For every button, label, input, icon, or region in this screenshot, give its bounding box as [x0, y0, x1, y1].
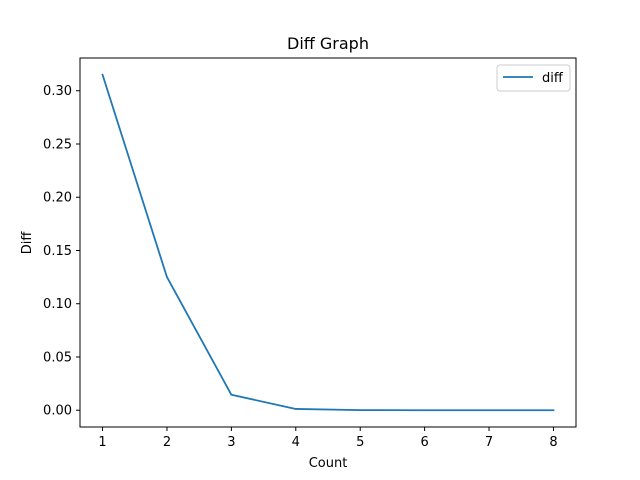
x-axis-label: Count [309, 456, 348, 471]
y-axis-ticks: 0.00 0.05 0.10 0.15 0.20 0.25 0.30 [43, 84, 80, 419]
x-tick-label: 1 [98, 435, 106, 450]
y-axis-label: Diff [20, 231, 35, 255]
x-tick-label: 7 [485, 435, 493, 450]
legend-box [496, 64, 571, 92]
legend-label-diff: diff [542, 71, 564, 86]
x-axis-ticks: 1 2 3 4 5 6 7 8 [98, 427, 558, 450]
x-tick-label: 4 [292, 435, 300, 450]
y-tick-label: 0.25 [43, 137, 72, 152]
y-tick-label: 0.30 [43, 84, 72, 99]
x-tick-label: 5 [356, 435, 364, 450]
y-tick-label: 0.20 [43, 191, 72, 206]
x-tick-label: 6 [420, 435, 428, 450]
y-tick-label: 0.05 [43, 350, 72, 365]
chart-title: Diff Graph [287, 34, 369, 53]
y-tick-label: 0.15 [43, 244, 72, 259]
plot-area-frame [79, 57, 577, 428]
series-layer [101, 73, 555, 412]
x-tick-label: 2 [163, 435, 171, 450]
y-tick-label: 0.00 [43, 404, 72, 419]
series-line-diff [101, 73, 555, 412]
y-tick-label: 0.10 [43, 297, 72, 312]
legend: diff [496, 64, 571, 92]
x-tick-label: 8 [549, 435, 557, 450]
x-tick-label: 3 [227, 435, 235, 450]
